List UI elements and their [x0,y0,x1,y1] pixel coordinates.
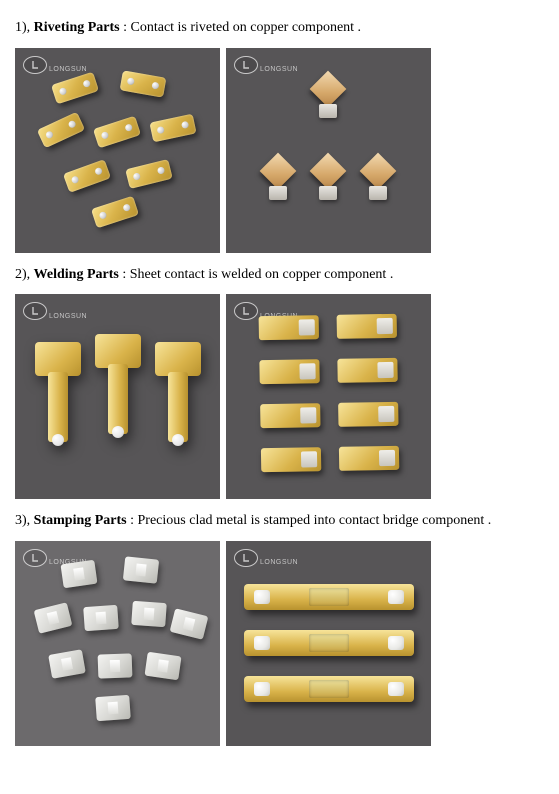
weld-tab [260,447,320,472]
section-2-title: Welding Parts [34,267,119,282]
riveting-image-left: LONGSUN [15,48,220,253]
weld-tab [260,403,320,428]
rivet-piece [36,112,84,149]
silver-clip [60,560,97,588]
weld-tab [337,357,397,382]
rivet-piece [50,72,98,105]
rivet-piece [149,114,196,143]
stamping-image-left: LONGSUN [15,541,220,746]
section-2-images: LONGSUN LONGSUN [15,294,544,499]
rivet-piece [90,196,138,229]
silver-parts-area [15,541,220,746]
silver-clip [131,601,167,627]
section-2-heading: 2), Welding Parts : Sheet contact is wel… [15,265,544,285]
silver-clip [122,557,158,584]
section-1-title: Riveting Parts [34,20,120,35]
bridge-parts-area [226,541,431,746]
silver-clip [144,652,181,680]
weld-tab [259,359,319,384]
contact-bridge [244,584,414,610]
section-2-number: 2), [15,267,34,282]
copper-clip [307,158,349,200]
riveting-parts-area [15,48,220,253]
copper-clip [257,158,299,200]
copper-clip [307,76,349,118]
silver-clip [33,603,72,635]
silver-clip [97,654,132,679]
silver-clip [48,650,86,680]
section-3-title: Stamping Parts [34,513,127,528]
section-1-number: 1), [15,20,34,35]
weld-tab [338,401,398,426]
contact-bridge [244,676,414,702]
tab-parts-area [226,294,431,499]
weld-tab [258,315,318,340]
tee-bracket [155,342,201,452]
rivet-piece [125,159,173,189]
copper-clip [357,158,399,200]
tee-bracket [35,342,81,452]
silver-clip [169,609,208,641]
stamping-image-right: LONGSUN [226,541,431,746]
welding-image-left: LONGSUN [15,294,220,499]
section-1-desc: : Contact is riveted on copper component… [120,20,361,35]
weld-tab [336,313,396,338]
tee-bracket [95,334,141,444]
section-3-heading: 3), Stamping Parts : Precious clad metal… [15,511,544,531]
section-1-heading: 1), Riveting Parts : Contact is riveted … [15,18,544,38]
clip-parts-area [226,48,431,253]
contact-bridge [244,630,414,656]
rivet-piece [119,70,166,97]
tee-parts-area [15,294,220,499]
section-3-number: 3), [15,513,34,528]
rivet-piece [92,116,140,149]
section-3-images: LONGSUN LONGSUN [15,541,544,746]
riveting-image-right: LONGSUN [226,48,431,253]
silver-clip [95,695,131,721]
weld-tab [338,445,398,470]
silver-clip [83,605,119,631]
section-1-images: LONGSUN LONGSUN [15,48,544,253]
welding-image-right: LONGSUN [226,294,431,499]
section-2-desc: : Sheet contact is welded on copper comp… [119,267,393,282]
rivet-piece [62,159,110,193]
section-3-desc: : Precious clad metal is stamped into co… [127,513,492,528]
